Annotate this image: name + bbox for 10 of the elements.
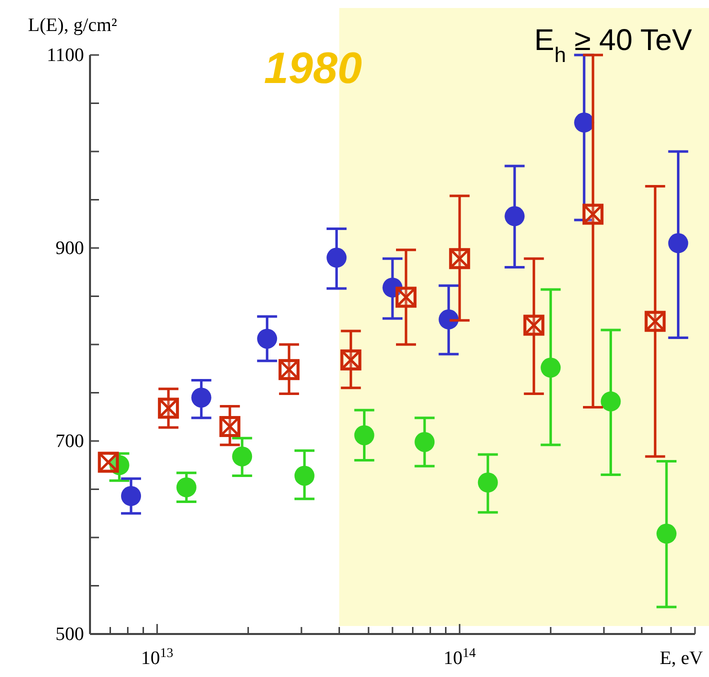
- x-axis-title: E, eV: [660, 648, 704, 669]
- y-tick-label: 900: [56, 238, 84, 259]
- band-label: E$_{h}$ ≥ 40 TeV: [534, 24, 692, 66]
- annotation: 1980: [264, 44, 362, 93]
- x-tick-label: 10$^{14}$: [443, 644, 476, 669]
- y-tick-label: 1100: [46, 45, 84, 66]
- y-tick-label: 500: [56, 624, 84, 645]
- x-tick-label: 10$^{13}$: [140, 644, 174, 669]
- y-axis-title: L(E), g/cm²: [28, 15, 118, 36]
- y-tick-label: 700: [56, 431, 84, 452]
